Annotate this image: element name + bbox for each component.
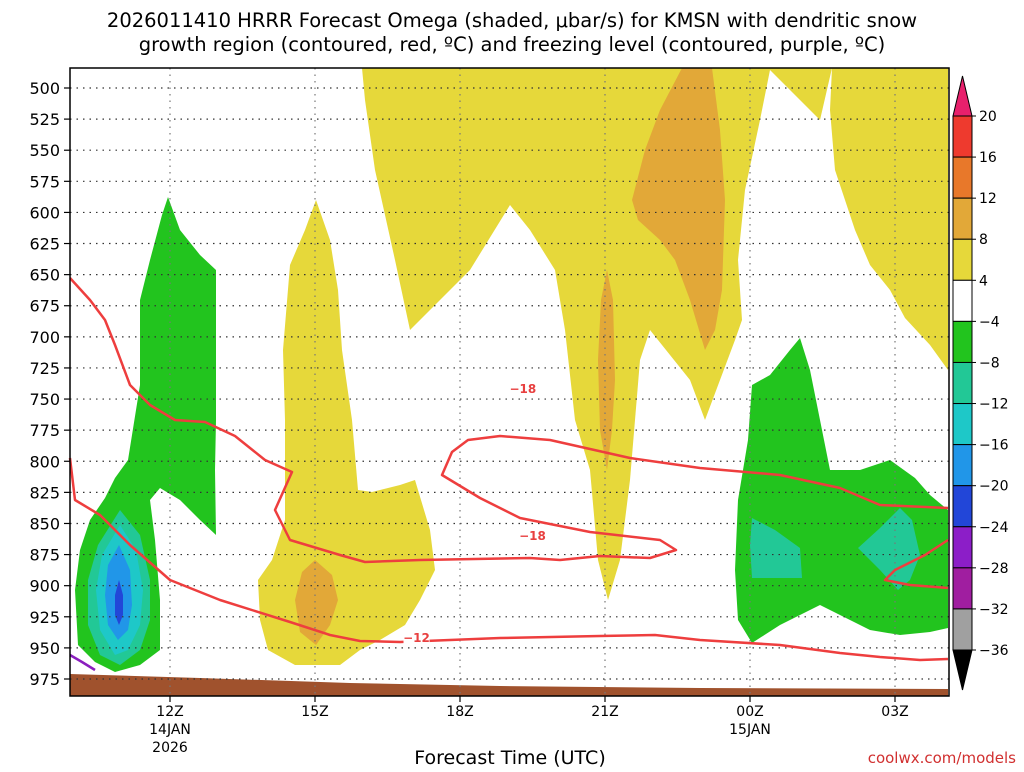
colorbar-segment (952, 238, 973, 281)
x-tick-label: 03Z (881, 704, 908, 720)
x-tick-label: 12Z (156, 704, 183, 720)
colorbar-label: −4 (979, 314, 1000, 330)
colorbar-top-arrow (952, 75, 973, 117)
grid-lines (70, 68, 949, 696)
freezing-level-contour (69, 653, 96, 672)
colorbar-segment (952, 320, 973, 363)
y-tick-label: 975 (29, 670, 60, 689)
x-axis-label: Forecast Time (UTC) (414, 747, 605, 768)
y-tick-label: 900 (29, 577, 60, 596)
contour-label: −12 (403, 631, 430, 645)
colorbar-label: −12 (979, 397, 1009, 413)
x-tick-label: 18Z (446, 704, 473, 720)
x-tick-year: 2026 (152, 740, 188, 756)
y-tick-label: 575 (29, 172, 60, 191)
colorbar-segment (952, 115, 973, 158)
colorbar-label: 16 (979, 150, 997, 166)
x-tick-label: 15Z (301, 704, 328, 720)
colorbar-label: 12 (979, 191, 997, 207)
omega-yellow-15z-column (258, 200, 435, 665)
colorbar-label: −32 (979, 602, 1009, 618)
colorbar-bottom-arrow (952, 649, 973, 691)
contour-label-bg (519, 527, 546, 543)
y-tick-label: 625 (29, 235, 60, 254)
y-tick-label: 950 (29, 639, 60, 658)
omega-orange-15z-core (295, 560, 338, 645)
colorbar-segment (952, 608, 973, 651)
omega-shading (70, 68, 948, 696)
omega-teal-right-a (750, 518, 802, 578)
colorbar-segment (952, 279, 973, 322)
colorbar-label: 20 (979, 109, 997, 125)
colorbar-label: −28 (979, 561, 1009, 577)
x-tick-label: 21Z (591, 704, 618, 720)
contour-label-bg (509, 381, 536, 397)
colorbar-label: −36 (979, 643, 1009, 659)
contour-label: −18 (519, 529, 546, 543)
colorbar-segment (952, 361, 973, 405)
omega-yellow-upper-region (362, 68, 948, 370)
colorbar-label: 4 (979, 273, 988, 289)
x-tick-label: 00Z (736, 704, 763, 720)
colorbar-segment (952, 403, 973, 446)
colorbar-segment (952, 526, 973, 569)
colorbar-label: −24 (979, 520, 1009, 536)
y-tick-label: 675 (29, 297, 60, 316)
omega-orange-21z-sliver (598, 270, 615, 470)
colorbar-segment (952, 197, 973, 240)
y-tick-label: 800 (29, 452, 60, 471)
surface-ground (70, 674, 948, 696)
colorbar-segment (952, 444, 973, 487)
y-tick-label: 825 (29, 483, 60, 502)
dgz-contour-minus12 (68, 457, 949, 662)
contour-label-bg (403, 629, 430, 645)
x-axis-ticks: 12Z 14JAN 2026 15Z 18Z 21Z 00Z 15JAN 03Z (149, 696, 909, 756)
colorbar-segment (952, 485, 973, 528)
chart-title-line-1: 2026011410 HRRR Forecast Omega (shaded, … (107, 9, 917, 32)
contour-labels: −18 −18 −12 (403, 381, 546, 645)
omega-blue-core (115, 580, 123, 625)
x-tick-date: 14JAN (149, 722, 191, 738)
y-tick-label: 600 (29, 203, 60, 222)
y-tick-label: 875 (29, 546, 60, 565)
y-tick-label: 700 (29, 328, 60, 347)
y-tick-label: 775 (29, 421, 60, 440)
contours (68, 277, 949, 672)
x-tick-date: 15JAN (729, 722, 771, 738)
y-tick-label: 650 (29, 266, 60, 285)
colorbar-label: −8 (979, 355, 1000, 371)
dgz-contour-minus18-upper (69, 277, 949, 564)
colorbar-label: −20 (979, 479, 1009, 495)
y-axis-ticks: 500 525 550 575 600 625 650 675 700 725 750 775 800 8… (29, 79, 70, 689)
y-tick-label: 850 (29, 514, 60, 533)
colorbar: 20 16 12 8 4 −4 −8 −12 −16 −20 −24 −28 −32 −36 (952, 75, 1009, 691)
dgz-contour-minus18-lower-right (883, 538, 949, 590)
y-tick-label: 725 (29, 359, 60, 378)
omega-teal-right-b (858, 508, 920, 590)
y-tick-label: 750 (29, 390, 60, 409)
y-tick-label: 925 (29, 608, 60, 627)
colorbar-segment (952, 156, 973, 199)
colorbar-label: 8 (979, 232, 988, 248)
credit-text: coolwx.com/models (868, 749, 1016, 767)
contour-label: −18 (509, 382, 536, 396)
y-tick-label: 525 (29, 110, 60, 129)
colorbar-segment (952, 567, 973, 610)
colorbar-label: −16 (979, 438, 1009, 454)
omega-orange-upper-core (632, 68, 725, 350)
y-tick-label: 550 (29, 141, 60, 160)
y-tick-label: 500 (29, 79, 60, 98)
chart-title-line-2: growth region (contoured, red, ºC) and f… (139, 33, 886, 56)
plot-frame (69, 67, 950, 697)
